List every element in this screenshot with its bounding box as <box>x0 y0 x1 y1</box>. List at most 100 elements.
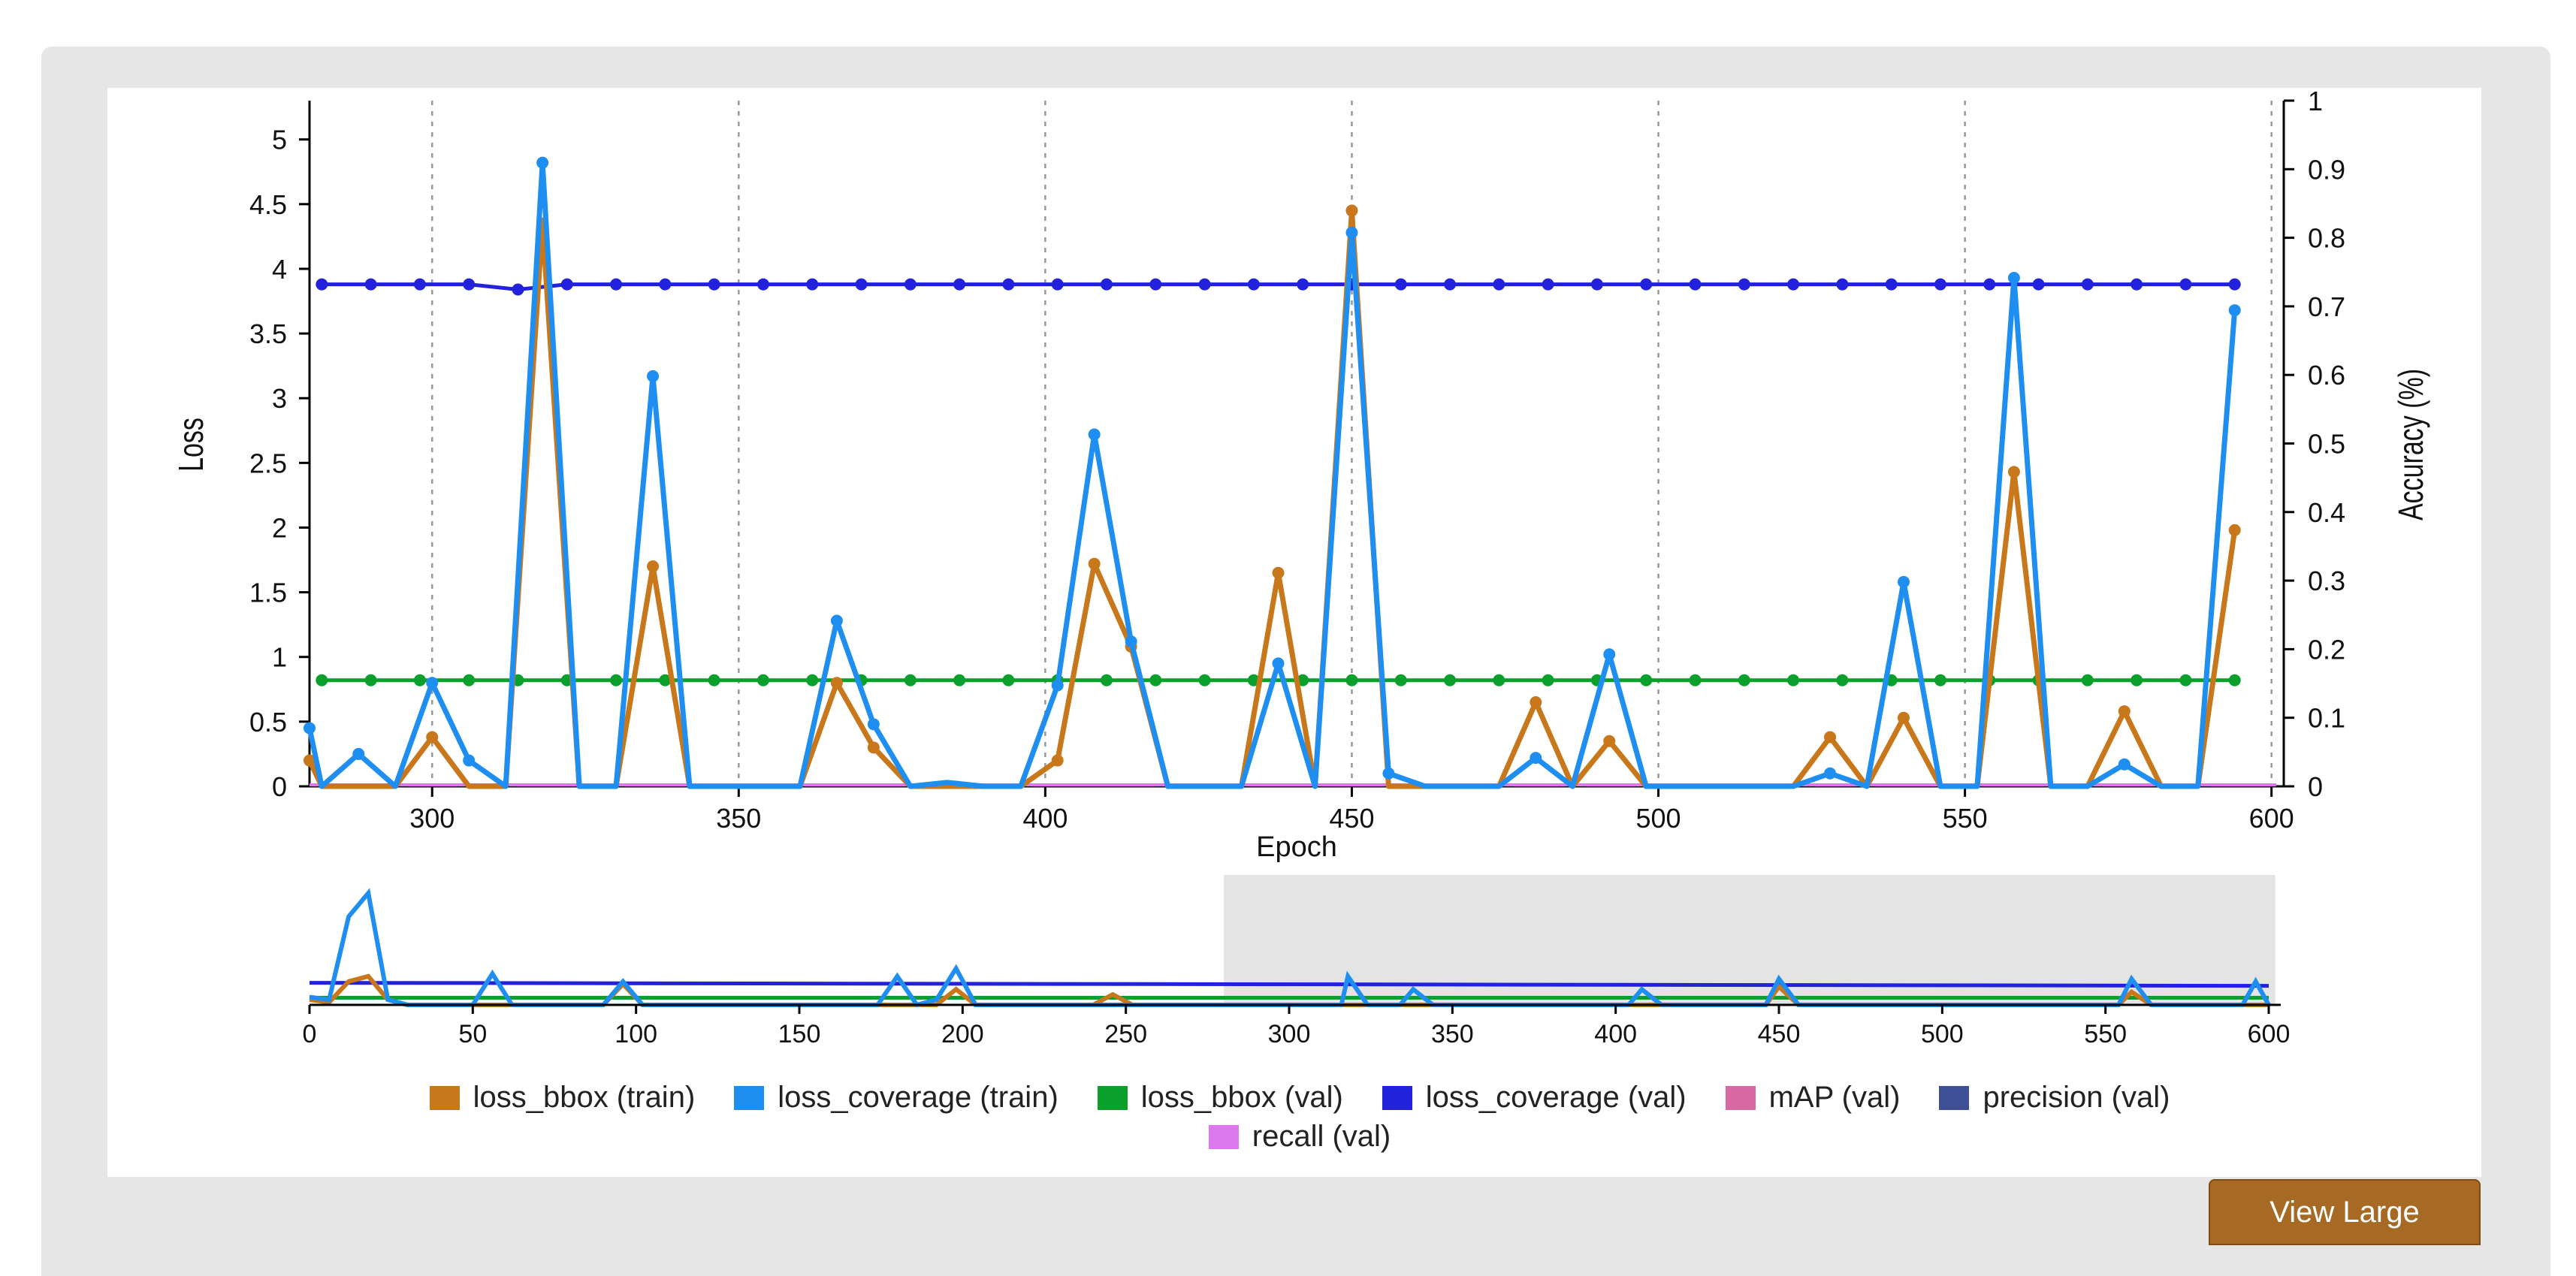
series-point <box>904 278 917 291</box>
legend-swatch <box>1097 1086 1128 1110</box>
series-point <box>1836 674 1849 686</box>
series-point <box>1247 278 1260 291</box>
series-point <box>1640 278 1653 291</box>
series-point <box>2228 523 2241 536</box>
series-point <box>806 278 819 291</box>
view-large-button[interactable]: View Large <box>2209 1179 2481 1245</box>
y2-axis-label: Accuracy (%) <box>2391 369 2430 520</box>
legend-item[interactable]: loss_coverage (train) <box>734 1078 1058 1117</box>
overview-tick-label: 100 <box>615 1020 657 1048</box>
series-point <box>1394 674 1407 686</box>
series-point <box>2081 278 2094 291</box>
y2-axis-ticks: 0 0.1 0.2 0.3 0.4 0.5 0.6 0.7 0.8 0.9 1 <box>2284 86 2345 802</box>
series-point <box>1738 278 1750 291</box>
series-point <box>1088 428 1101 441</box>
overview-tick-label: 550 <box>2084 1020 2127 1048</box>
legend-label: mAP (val) <box>1768 1081 1901 1114</box>
series-point <box>1002 278 1015 291</box>
legend-item[interactable]: mAP (val) <box>1725 1078 1901 1117</box>
series-point <box>1640 674 1653 686</box>
series-point <box>2228 304 2241 317</box>
series-point <box>659 278 672 291</box>
series-point <box>1198 674 1211 686</box>
legend-item[interactable]: loss_bbox (train) <box>429 1078 695 1117</box>
y2-tick-label: 0.4 <box>2308 497 2345 528</box>
series-point <box>2131 674 2143 686</box>
series-point <box>1824 731 1837 744</box>
y2-tick-label: 0 <box>2308 771 2323 802</box>
series-point <box>536 156 549 169</box>
legend-item[interactable]: loss_bbox (val) <box>1097 1078 1343 1117</box>
series-point <box>806 674 819 686</box>
legend-swatch <box>429 1086 460 1110</box>
x-axis-label: Epoch <box>1256 831 1337 863</box>
y-tick-label: 2 <box>272 512 287 543</box>
x-tick-label: 300 <box>409 803 454 834</box>
y2-tick-label: 0.1 <box>2308 703 2345 734</box>
series-point <box>1394 278 1407 291</box>
series-point <box>1885 278 1898 291</box>
y-tick-label: 1 <box>272 642 287 673</box>
series-point <box>1689 674 1702 686</box>
series-point <box>463 754 476 767</box>
series-point <box>1198 278 1211 291</box>
series-point <box>2032 278 2045 291</box>
overview-tick-label: 400 <box>1594 1020 1637 1048</box>
legend-item[interactable]: recall (val) <box>1208 1117 1391 1156</box>
series-point <box>2118 705 2131 718</box>
x-tick-label: 600 <box>2249 803 2294 834</box>
y2-tick-label: 0.2 <box>2308 634 2345 665</box>
series-point <box>1983 278 1996 291</box>
series-point <box>1836 278 1849 291</box>
overview-tick-label: 300 <box>1268 1020 1311 1048</box>
y-tick-label: 5 <box>272 125 287 155</box>
series-point <box>316 674 328 686</box>
legend-label: loss_coverage (train) <box>778 1081 1058 1114</box>
overview-tick-label: 200 <box>941 1020 984 1048</box>
series-point <box>1603 648 1616 661</box>
x-tick-label: 500 <box>1635 803 1681 834</box>
series-point <box>364 674 377 686</box>
series-point <box>1382 767 1395 780</box>
series-point <box>316 278 328 291</box>
series-point <box>2118 758 2131 771</box>
legend-swatch <box>1208 1125 1239 1149</box>
series-point <box>2228 674 2241 686</box>
y-tick-label: 4 <box>272 254 287 285</box>
y-tick-label: 3 <box>272 383 287 414</box>
series-point <box>1345 226 1358 239</box>
y-tick-label: 0 <box>272 771 287 802</box>
series-point <box>2081 674 2094 686</box>
series-point <box>512 283 524 296</box>
series-point <box>1824 767 1837 780</box>
series-point <box>659 674 672 686</box>
series-point <box>1787 278 1800 291</box>
legend-label: recall (val) <box>1252 1120 1391 1153</box>
series-point <box>610 278 623 291</box>
grid-lines <box>430 101 2272 786</box>
y-axis-label: Loss <box>171 418 210 472</box>
overview-tick-label: 500 <box>1921 1020 1964 1048</box>
series-point <box>1934 278 1946 291</box>
series-point <box>708 674 720 686</box>
legend-item[interactable]: precision (val) <box>1939 1078 2170 1117</box>
series-point <box>1051 679 1064 692</box>
series-point <box>426 731 439 744</box>
series-point <box>1125 635 1137 648</box>
legend: loss_bbox (train) loss_coverage (train) lo… <box>120 1078 2479 1156</box>
series-point <box>2131 278 2143 291</box>
series-point <box>1149 278 1162 291</box>
series-point <box>1345 204 1358 217</box>
series-point <box>2228 278 2241 291</box>
series-point <box>413 674 426 686</box>
overview-tick-label: 250 <box>1104 1020 1147 1048</box>
series-loss-bbox-train--line <box>307 207 2238 789</box>
legend-item[interactable]: loss_coverage (val) <box>1382 1078 1687 1117</box>
series-point <box>1934 674 1946 686</box>
y-tick-label: 4.5 <box>249 189 287 220</box>
legend-swatch <box>1725 1086 1756 1110</box>
series-point <box>1051 754 1064 767</box>
series-point <box>830 677 843 689</box>
series-point <box>830 614 843 627</box>
